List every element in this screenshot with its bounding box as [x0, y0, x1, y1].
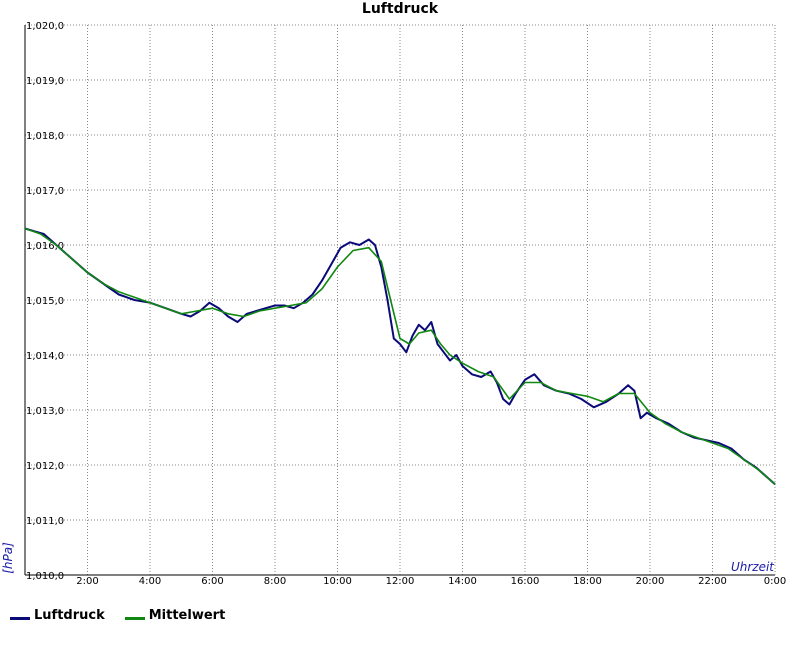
legend-item-luftdruck[interactable]: Luftdruck — [10, 608, 105, 623]
grid-lines — [25, 24, 776, 575]
x-tick-label: 2:00 — [76, 576, 98, 587]
y-tick-label: 1,013,0 — [26, 406, 64, 417]
chart-title: Luftdruck — [362, 1, 439, 17]
y-tick-label: 1,011,0 — [26, 516, 64, 527]
x-tick-labels: 2:00 4:00 6:00 8:00 10:00 12:00 14:00 16:00 18:0… — [76, 576, 786, 587]
y-tick-label: 1,020,0 — [26, 21, 64, 32]
y-tick-label: 1,019,0 — [26, 76, 64, 87]
x-tick-label: 18:00 — [573, 576, 602, 587]
legend-swatch-mittelwert — [124, 617, 145, 620]
y-tick-label: 1,012,0 — [26, 461, 64, 472]
x-tick-label: 22:00 — [698, 576, 727, 587]
x-tick-label: 6:00 — [201, 576, 223, 587]
legend-item-mittelwert[interactable]: Mittelwert — [124, 608, 226, 623]
series-line-mittelwert — [24, 227, 776, 485]
y-tick-label: 1,017,0 — [26, 186, 64, 197]
y-tick-label: 1,014,0 — [26, 351, 64, 362]
y-axis-label: [hPa] — [1, 542, 15, 574]
x-tick-label: 14:00 — [448, 576, 477, 587]
legend: Luftdruck Mittelwert — [10, 608, 245, 623]
y-tick-label: 1,015,0 — [26, 296, 64, 307]
x-tick-label: 0:00 — [764, 576, 786, 587]
x-tick-label: 4:00 — [139, 576, 161, 587]
y-tick-label: 1,018,0 — [26, 131, 64, 142]
y-tick-label: 1,016,0 — [26, 241, 64, 252]
x-tick-label: 10:00 — [323, 576, 352, 587]
y-tick-labels: 1,010,0 1,011,0 1,012,0 1,013,0 1,014,0 1,015… — [26, 21, 64, 582]
axes — [24, 25, 776, 576]
x-tick-label: 16:00 — [511, 576, 540, 587]
x-tick-label: 12:00 — [386, 576, 415, 587]
series-lines — [24, 227, 776, 486]
y-tick-label: 1,010,0 — [26, 571, 64, 582]
x-tick-label: 20:00 — [636, 576, 665, 587]
series-line-luftdruck — [24, 227, 776, 486]
legend-label-luftdruck: Luftdruck — [34, 608, 105, 623]
x-axis-label: Uhrzeit — [731, 560, 775, 574]
legend-swatch-luftdruck — [10, 617, 30, 620]
legend-label-mittelwert: Mittelwert — [148, 608, 226, 623]
x-tick-label: 8:00 — [264, 576, 286, 587]
